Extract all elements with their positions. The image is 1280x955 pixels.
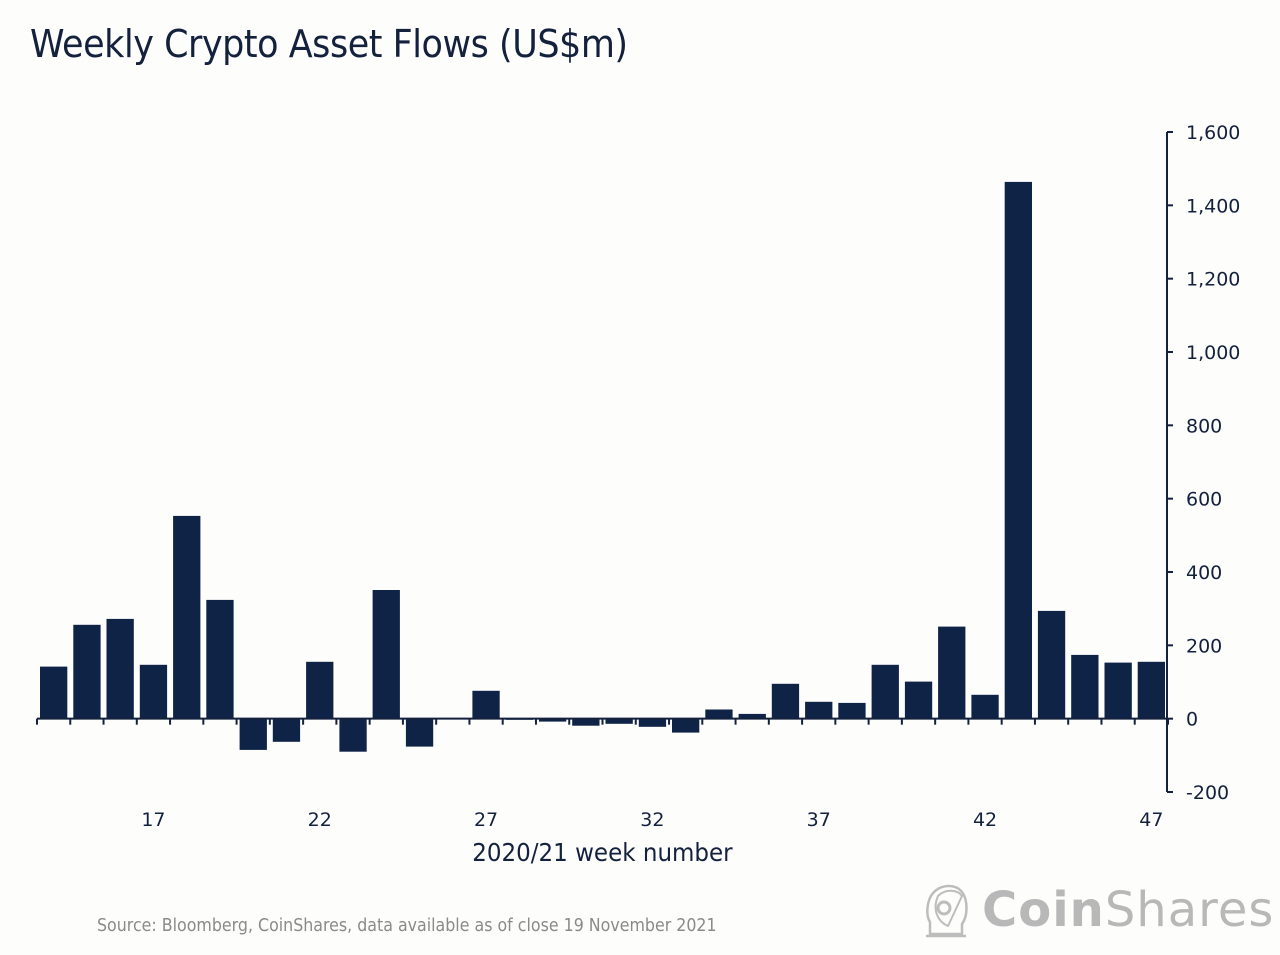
chart-title: Weekly Crypto Asset Flows (US$m) (30, 22, 628, 66)
x-tick-label: 47 (1139, 809, 1163, 831)
bar-week-39 (871, 664, 899, 719)
bar-week-31 (605, 718, 633, 724)
x-tick-label: 42 (973, 809, 997, 831)
bar-week-20 (239, 718, 267, 750)
x-tick-label: 17 (141, 809, 165, 831)
x-axis (36, 717, 1169, 725)
y-tick-label: 200 (1186, 635, 1222, 657)
bar-week-24 (372, 590, 400, 719)
x-tick-label: 27 (474, 809, 498, 831)
y-tick-label: 1,600 (1186, 122, 1240, 144)
bar-week-17 (139, 664, 168, 719)
bar-week-43 (1004, 181, 1032, 719)
bar-week-22 (306, 661, 334, 719)
coinshares-logo: CoinShares (924, 880, 1274, 940)
x-tick-labels: 17 22 27 32 37 42 47 (141, 809, 1163, 831)
bar-week-14 (40, 666, 68, 719)
x-tick-label: 37 (807, 809, 831, 831)
x-tick-label: 32 (640, 809, 664, 831)
y-tick-label: 400 (1186, 562, 1222, 584)
bar-week-34 (705, 709, 733, 719)
bar-week-25 (405, 718, 434, 747)
logo-text-light: Shares (1104, 882, 1275, 938)
astronaut-helmet-icon (926, 884, 968, 938)
bar-week-23 (339, 718, 367, 752)
bar-week-47 (1137, 661, 1165, 719)
y-tick-labels: -200 0 200 400 600 800 1,000 1,200 1,400 1,600 (1186, 122, 1240, 804)
bar-week-32 (638, 718, 667, 727)
y-tick-label: 1,200 (1186, 269, 1240, 291)
bars-group (40, 181, 1165, 752)
bar-week-29 (539, 718, 567, 722)
bar-week-37 (805, 701, 833, 719)
bar-week-15 (73, 624, 101, 719)
bar-week-18 (173, 515, 201, 719)
y-tick-label: -200 (1186, 782, 1229, 804)
x-axis-label: 2020/21 week number (472, 838, 733, 867)
bar-week-38 (838, 702, 866, 719)
bar-week-42 (971, 694, 999, 719)
source-note: Source: Bloomberg, CoinShares, data avai… (97, 915, 717, 936)
bar-week-45 (1071, 654, 1099, 719)
logo-text-bold: Coin (982, 882, 1105, 938)
y-tick-label: 600 (1186, 489, 1222, 511)
y-tick-label: 0 (1186, 709, 1198, 731)
x-tick-label: 22 (308, 809, 332, 831)
bar-week-33 (672, 718, 700, 733)
bar-week-41 (938, 626, 966, 719)
y-tick-label: 1,000 (1186, 342, 1240, 364)
bar-week-36 (771, 683, 800, 719)
bar-week-40 (904, 681, 933, 719)
bar-week-46 (1104, 662, 1132, 719)
y-tick-label: 1,400 (1186, 195, 1240, 217)
bar-week-30 (572, 718, 600, 726)
y-axis (1166, 131, 1173, 793)
bar-week-21 (272, 718, 301, 742)
bar-week-27 (472, 690, 500, 719)
bar-week-35 (738, 713, 766, 719)
bar-week-16 (106, 618, 134, 719)
y-tick-label: 800 (1186, 415, 1222, 437)
bar-week-19 (206, 599, 234, 719)
bar-week-44 (1037, 610, 1066, 719)
